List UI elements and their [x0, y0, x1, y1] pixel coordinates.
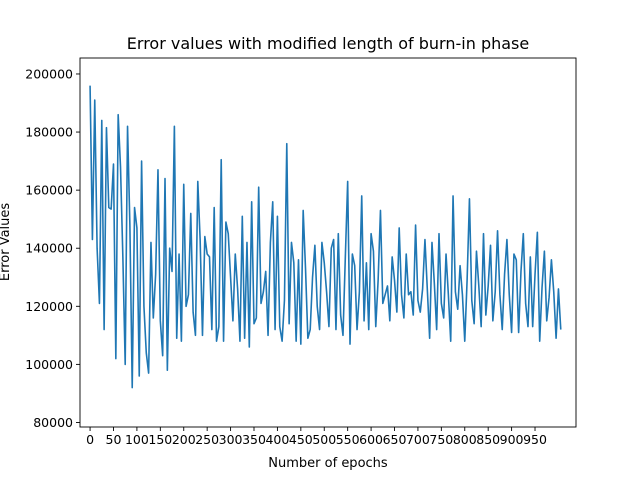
x-tick-label: 900 [500, 432, 524, 447]
x-tick-label: 500 [312, 432, 336, 447]
x-tick-label: 350 [242, 432, 266, 447]
x-tick-label: 550 [336, 432, 360, 447]
x-tick-label: 100 [125, 432, 149, 447]
series-line [89, 85, 562, 389]
x-tick-label: 450 [289, 432, 313, 447]
chart-title: Error values with modified length of bur… [127, 34, 529, 53]
x-tick-label: 300 [219, 432, 243, 447]
y-axis-label: Error Values [0, 203, 13, 282]
x-tick-label: 400 [265, 432, 289, 447]
x-tick-label: 850 [476, 432, 500, 447]
y-tick-label: 80000 [33, 415, 73, 430]
x-tick-label: 700 [406, 432, 430, 447]
x-axis: 0 50 100 150 200 250 300 350 400 450 500 550 600 650 7… [86, 427, 547, 447]
series-layer [89, 85, 562, 389]
y-axis: 80000 100000 120000 140000 160000 180000 20000… [25, 66, 80, 430]
x-tick-label: 950 [523, 432, 547, 447]
y-tick-label: 180000 [25, 125, 73, 140]
y-tick-label: 140000 [25, 241, 73, 256]
x-tick-label: 200 [172, 432, 196, 447]
x-tick-label: 0 [86, 432, 94, 447]
x-tick-label: 50 [106, 432, 122, 447]
axes-frame [79, 57, 577, 428]
x-tick-label: 650 [383, 432, 407, 447]
x-tick-label: 800 [453, 432, 477, 447]
x-tick-label: 600 [359, 432, 383, 447]
plot-area [79, 57, 577, 428]
x-tick-label: 750 [429, 432, 453, 447]
x-axis-label: Number of epochs [268, 456, 388, 471]
y-tick-label: 200000 [25, 66, 73, 81]
axes-background [80, 58, 576, 427]
y-tick-label: 120000 [25, 299, 73, 314]
y-tick-label: 100000 [25, 357, 73, 372]
x-tick-label: 250 [195, 432, 219, 447]
y-tick-label: 160000 [25, 183, 73, 198]
x-tick-label: 150 [148, 432, 172, 447]
